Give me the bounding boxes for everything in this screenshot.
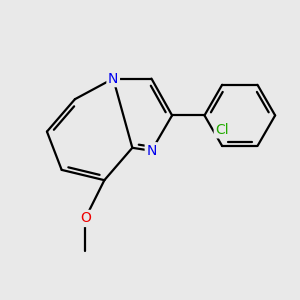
- Text: N: N: [146, 144, 157, 158]
- Text: O: O: [80, 212, 91, 226]
- Text: Cl: Cl: [215, 123, 229, 137]
- Text: N: N: [108, 72, 119, 86]
